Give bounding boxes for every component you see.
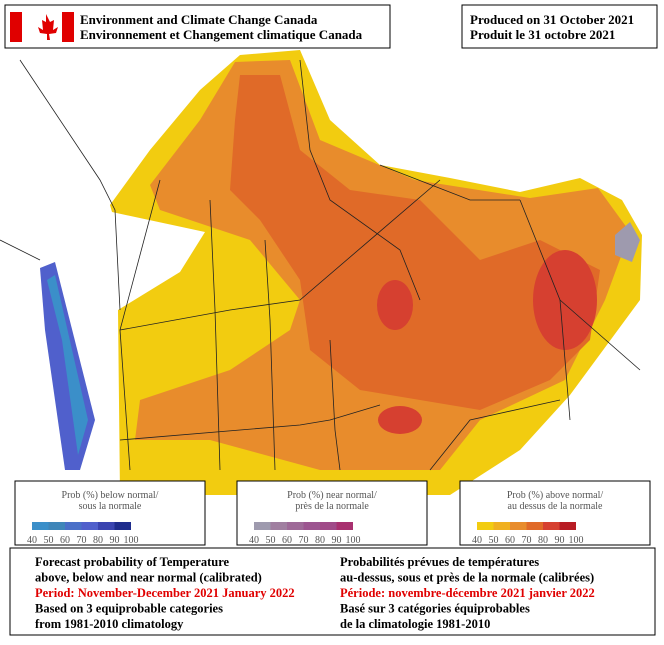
- legend: Prob (%) near normal/près de la normale 4…: [236, 480, 428, 546]
- legend-label: 80: [538, 535, 548, 546]
- legend-swatch: [32, 522, 49, 530]
- legend-label: 50: [44, 535, 54, 546]
- legend-subtitle: sous la normale: [79, 501, 142, 512]
- legend-swatch: [65, 522, 82, 530]
- prob-area-70: [533, 250, 597, 350]
- map: [0, 50, 642, 495]
- legend-label: 80: [93, 535, 103, 546]
- prob-area-70: [377, 280, 413, 330]
- legend-label: 100: [569, 535, 584, 546]
- border: [519, 199, 571, 421]
- prob-area-70: [378, 406, 422, 434]
- legend-swatch: [287, 522, 304, 530]
- footer-line: Basé sur 3 catégories équiprobables: [340, 602, 530, 616]
- legend: Prob (%) below normal/sous la normale 40 5…: [14, 480, 206, 546]
- legend-title: Prob (%) above normal/: [507, 490, 604, 501]
- flag-band: [10, 12, 22, 42]
- legend-swatch: [254, 522, 271, 530]
- legend-label: 90: [555, 535, 565, 546]
- legend-swatch: [336, 522, 353, 530]
- border: [559, 299, 641, 371]
- footer-line: above, below and near normal (calibrated…: [35, 571, 262, 585]
- legend-swatch: [559, 522, 576, 530]
- footer-line: Période: novembre-décembre 2021 janvier …: [340, 586, 595, 600]
- coastline: [379, 164, 520, 201]
- legend-title: Prob (%) near normal/: [287, 490, 377, 501]
- legend-swatch: [98, 522, 115, 530]
- legend-label: 60: [282, 535, 292, 546]
- legend-label: 60: [60, 535, 70, 546]
- legend-swatch: [320, 522, 337, 530]
- legend-label: 50: [266, 535, 276, 546]
- legend-swatch: [81, 522, 98, 530]
- legend-label: 100: [346, 535, 361, 546]
- legend-label: 100: [124, 535, 139, 546]
- legend-swatch: [510, 522, 527, 530]
- produced-box: [461, 4, 658, 49]
- legend-title: Prob (%) below normal/: [62, 490, 159, 501]
- border: [264, 239, 276, 471]
- border: [429, 399, 561, 471]
- footer-line: au-dessus, sous et près de la normale (c…: [340, 571, 594, 585]
- footer-line: Period: November-December 2021 January 2…: [35, 586, 295, 600]
- footer-line: Forecast probability of Temperature: [35, 555, 230, 569]
- legend-box: [14, 480, 206, 546]
- legend-label: 70: [299, 535, 309, 546]
- legend-swatch: [270, 522, 287, 530]
- footer-box: [9, 547, 656, 636]
- footer-line: Based on 3 equiprobable categories: [35, 602, 223, 616]
- legend-swatch: [477, 522, 494, 530]
- legend-label: 40: [27, 535, 37, 546]
- border: [119, 404, 381, 441]
- legend-label: 50: [489, 535, 499, 546]
- legend-swatch: [48, 522, 65, 530]
- legend-subtitle: au dessus de la normale: [508, 501, 604, 512]
- below-normal-area: [47, 275, 88, 455]
- legend-label: 70: [77, 535, 87, 546]
- legend-label: 90: [110, 535, 120, 546]
- legend-swatch: [526, 522, 543, 530]
- legend-label: 80: [315, 535, 325, 546]
- legend-box: [459, 480, 651, 546]
- legend-label: 70: [522, 535, 532, 546]
- footer-line: Probabilités prévues de températures: [340, 555, 539, 569]
- org-fr: Environnement et Changement climatique C…: [80, 27, 363, 42]
- legend-swatch: [114, 522, 131, 530]
- legend-box: [236, 480, 428, 546]
- legend-label: 60: [505, 535, 515, 546]
- border: [329, 339, 341, 471]
- border: [209, 199, 221, 471]
- org-en: Environment and Climate Change Canada: [80, 12, 318, 27]
- legend-subtitle: près de la normale: [295, 501, 369, 512]
- footer: Forecast probability of Temperature above…: [9, 547, 656, 636]
- flag-band: [62, 12, 74, 42]
- legend-swatch: [543, 522, 560, 530]
- border: [19, 59, 121, 311]
- legend: Prob (%) above normal/au dessus de la no…: [459, 480, 651, 546]
- legend-label: 40: [249, 535, 259, 546]
- near-normal-area: [615, 222, 640, 262]
- legend-swatch: [303, 522, 320, 530]
- coastline: [299, 59, 421, 301]
- legend-label: 40: [472, 535, 482, 546]
- maple-leaf: [38, 14, 58, 40]
- produced-fr: Produit le 31 octobre 2021: [470, 27, 615, 42]
- borders: [0, 59, 641, 471]
- prob-area-60: [230, 75, 600, 410]
- legend-swatch: [493, 522, 510, 530]
- legend-label: 90: [332, 535, 342, 546]
- coastline: [0, 239, 41, 261]
- footer-line: from 1981-2010 climatology: [35, 617, 184, 631]
- produced-en: Produced on 31 October 2021: [470, 12, 634, 27]
- border: [119, 179, 441, 331]
- header: Environment and Climate Change Canada En…: [4, 4, 658, 49]
- footer-line: de la climatologie 1981-2010: [340, 617, 490, 631]
